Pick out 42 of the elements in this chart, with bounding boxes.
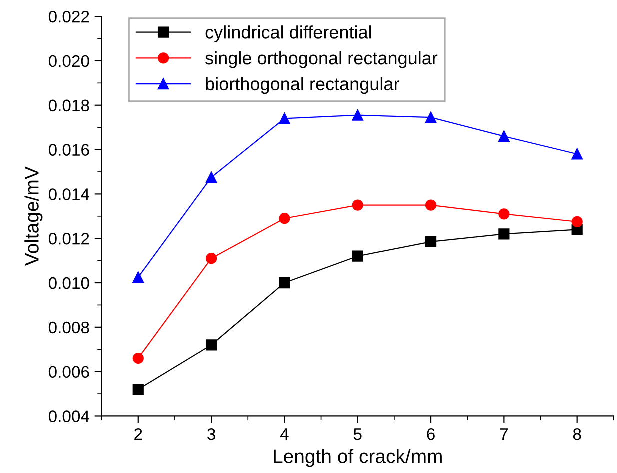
legend-label: single orthogonal rectangular	[206, 51, 438, 68]
y-tick-label: 0.012	[48, 233, 90, 245]
x-tick-label: 4	[280, 428, 289, 440]
point	[352, 200, 364, 211]
point	[425, 200, 437, 211]
point	[206, 340, 218, 351]
x-tick-label: 5	[354, 428, 362, 440]
point	[352, 110, 364, 121]
legend-label: cylindrical differential	[206, 26, 372, 42]
y-tick-label: 0.008	[48, 322, 90, 334]
point	[132, 384, 144, 396]
x-tick-label: 7	[500, 428, 508, 440]
point	[279, 213, 290, 224]
point	[279, 113, 290, 124]
y-tick-label: 0.018	[48, 100, 90, 112]
point	[206, 172, 218, 184]
point	[498, 228, 510, 240]
point	[572, 148, 583, 160]
point	[425, 112, 437, 124]
point	[352, 250, 364, 262]
y-tick-label: 0.004	[48, 410, 90, 422]
point	[132, 272, 144, 284]
x-tick-label: 2	[134, 428, 142, 440]
y-tick-label: 0.006	[48, 366, 90, 378]
legend-label: biorthogonal rectangular	[206, 77, 400, 94]
point	[279, 277, 290, 289]
point	[572, 216, 583, 228]
point	[132, 352, 144, 364]
x-tick-label: 3	[208, 428, 216, 440]
point	[206, 253, 218, 264]
y-tick-label: 0.022	[48, 10, 90, 23]
y-tick-label: 0.010	[48, 277, 90, 290]
point	[425, 236, 437, 248]
y-tick-label: 0.016	[48, 144, 90, 156]
x-tick-label: 8	[573, 428, 582, 440]
x-axis-title: Length of crack/mm	[274, 449, 442, 468]
point	[498, 130, 510, 142]
y-tick-label: 0.014	[48, 188, 90, 200]
y-tick-label: 0.020	[48, 55, 90, 68]
y-axis-title: Voltage/mV	[24, 166, 43, 266]
point	[498, 208, 510, 220]
x-tick-label: 6	[427, 428, 435, 440]
